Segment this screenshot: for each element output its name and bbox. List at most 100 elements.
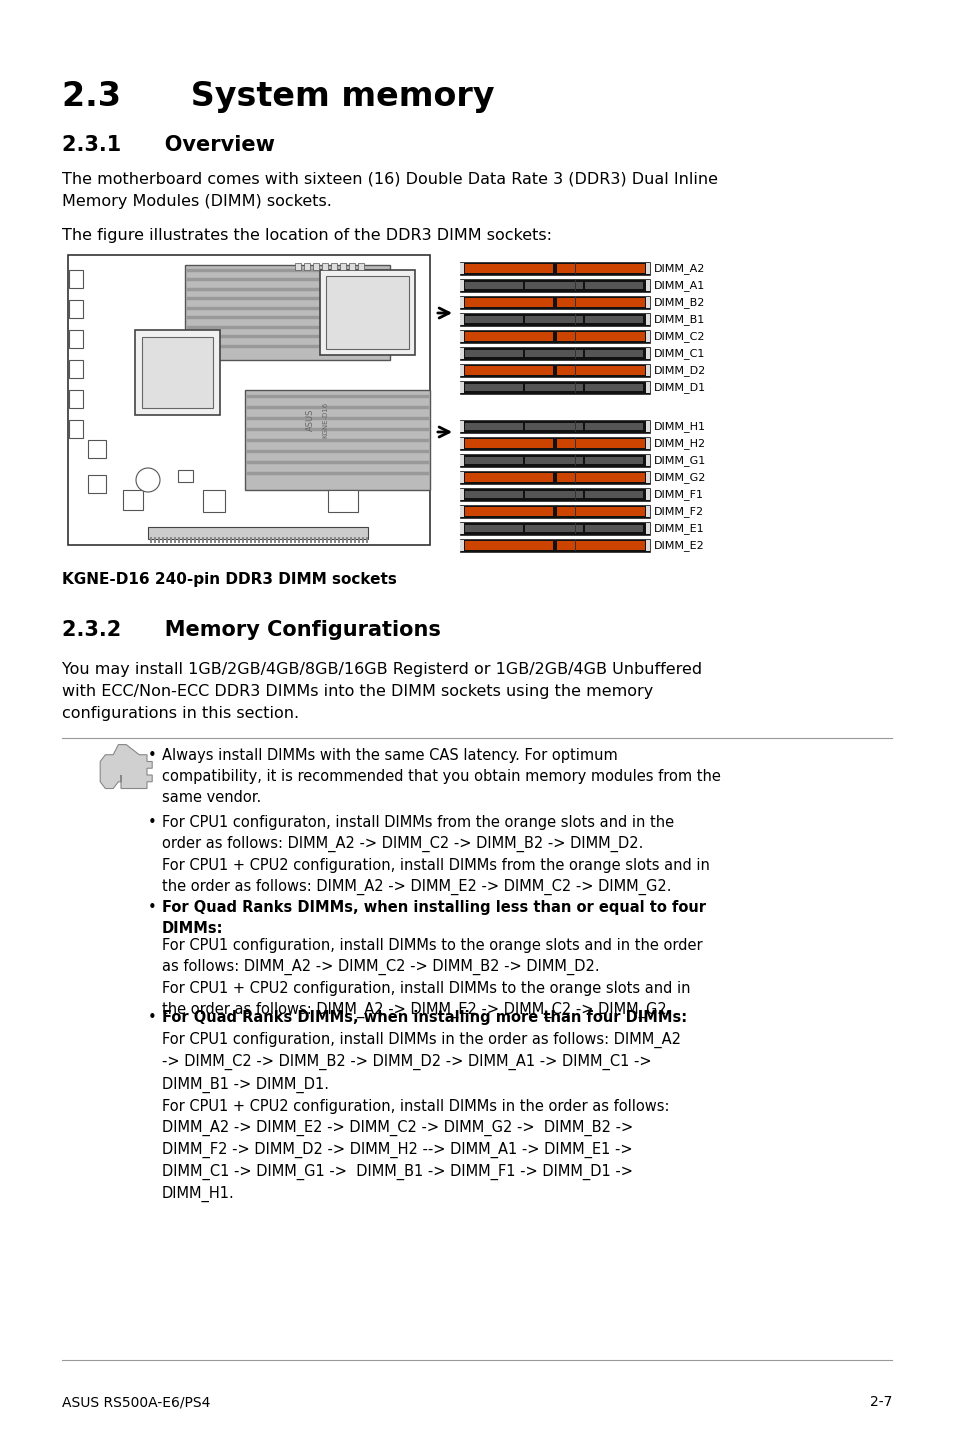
Bar	[326, 536, 328, 544]
Bar	[162, 536, 164, 544]
Bar	[524, 525, 582, 532]
Bar	[524, 384, 582, 391]
Bar	[464, 316, 522, 324]
Bar	[262, 536, 264, 544]
Bar	[350, 536, 352, 544]
Bar	[584, 384, 642, 391]
Bar	[202, 536, 204, 544]
Bar	[354, 536, 355, 544]
Bar	[322, 536, 324, 544]
Bar	[459, 539, 649, 552]
Bar	[459, 454, 463, 466]
Text: 2.3.1      Overview: 2.3.1 Overview	[62, 135, 274, 155]
Bar	[645, 523, 649, 533]
Bar	[328, 490, 357, 512]
Bar	[575, 489, 576, 500]
Text: KGNE-D16 240-pin DDR3 DIMM sockets: KGNE-D16 240-pin DDR3 DIMM sockets	[62, 572, 396, 587]
Bar	[524, 349, 582, 357]
Bar	[150, 536, 152, 544]
Bar	[158, 536, 160, 544]
Bar	[178, 470, 193, 482]
Text: DIMM_E1: DIMM_E1	[654, 523, 704, 533]
Bar	[464, 282, 522, 289]
Text: The motherboard comes with sixteen (16) Double Data Rate 3 (DDR3) Dual Inline
Me: The motherboard comes with sixteen (16) …	[62, 173, 718, 209]
Text: For CPU1 configuration, install DIMMs in the order as follows: DIMM_A2
-> DIMM_C: For CPU1 configuration, install DIMMs in…	[162, 1032, 680, 1202]
Bar	[459, 280, 463, 290]
Bar	[645, 331, 649, 342]
Bar	[584, 525, 642, 532]
Bar	[242, 536, 244, 544]
Bar	[645, 506, 649, 518]
Text: DIMM_E2: DIMM_E2	[654, 541, 704, 551]
Bar	[645, 439, 648, 449]
Bar	[257, 536, 260, 544]
Bar	[210, 536, 212, 544]
Bar	[460, 506, 463, 518]
Bar	[584, 457, 642, 464]
Bar	[290, 536, 292, 544]
Bar	[182, 536, 184, 544]
Bar	[459, 420, 649, 433]
Bar	[166, 536, 168, 544]
Bar	[69, 270, 83, 288]
Bar	[142, 336, 213, 408]
Bar	[464, 265, 644, 273]
Bar	[310, 536, 312, 544]
Circle shape	[136, 467, 160, 492]
Text: •: •	[148, 900, 156, 915]
Bar	[88, 475, 106, 493]
Bar	[645, 280, 649, 290]
Bar	[645, 541, 649, 551]
Bar	[226, 536, 228, 544]
Bar	[584, 282, 642, 289]
Bar	[460, 263, 463, 275]
Bar	[185, 265, 390, 360]
Bar	[553, 541, 557, 551]
Bar	[464, 508, 644, 516]
Bar	[575, 541, 576, 551]
Text: DIMM_B2: DIMM_B2	[654, 298, 704, 308]
Bar	[645, 298, 648, 308]
Bar	[230, 536, 232, 544]
Bar	[464, 423, 522, 430]
Bar	[459, 329, 649, 344]
Bar	[459, 487, 649, 500]
Text: •: •	[148, 815, 156, 830]
Bar	[575, 439, 576, 449]
Bar	[366, 536, 368, 544]
Text: 2-7: 2-7	[869, 1395, 891, 1409]
Bar	[460, 439, 463, 449]
Bar	[553, 365, 557, 375]
Bar	[464, 332, 644, 341]
Bar	[524, 423, 582, 430]
Bar	[135, 329, 220, 416]
Bar	[459, 331, 463, 342]
Bar	[553, 263, 557, 275]
Bar	[553, 506, 557, 518]
Bar	[319, 270, 415, 355]
Text: DIMM_B1: DIMM_B1	[654, 313, 704, 325]
Bar	[645, 263, 649, 275]
Bar	[645, 365, 649, 375]
Bar	[645, 331, 648, 342]
Bar	[346, 536, 348, 544]
Bar	[645, 472, 648, 483]
Bar	[584, 316, 642, 324]
Bar	[460, 472, 463, 483]
Text: DIMM_D2: DIMM_D2	[654, 365, 705, 375]
Bar	[213, 536, 215, 544]
Bar	[460, 541, 463, 551]
Bar	[218, 536, 220, 544]
Bar	[575, 365, 576, 375]
Bar	[575, 331, 576, 342]
Bar	[524, 490, 582, 498]
Bar	[250, 536, 252, 544]
Bar	[69, 301, 83, 318]
Bar	[69, 420, 83, 439]
Text: DIMM_C2: DIMM_C2	[654, 331, 705, 342]
Bar	[339, 263, 346, 270]
Bar	[173, 536, 175, 544]
Bar	[575, 263, 576, 275]
Bar	[330, 536, 332, 544]
Bar	[222, 536, 224, 544]
